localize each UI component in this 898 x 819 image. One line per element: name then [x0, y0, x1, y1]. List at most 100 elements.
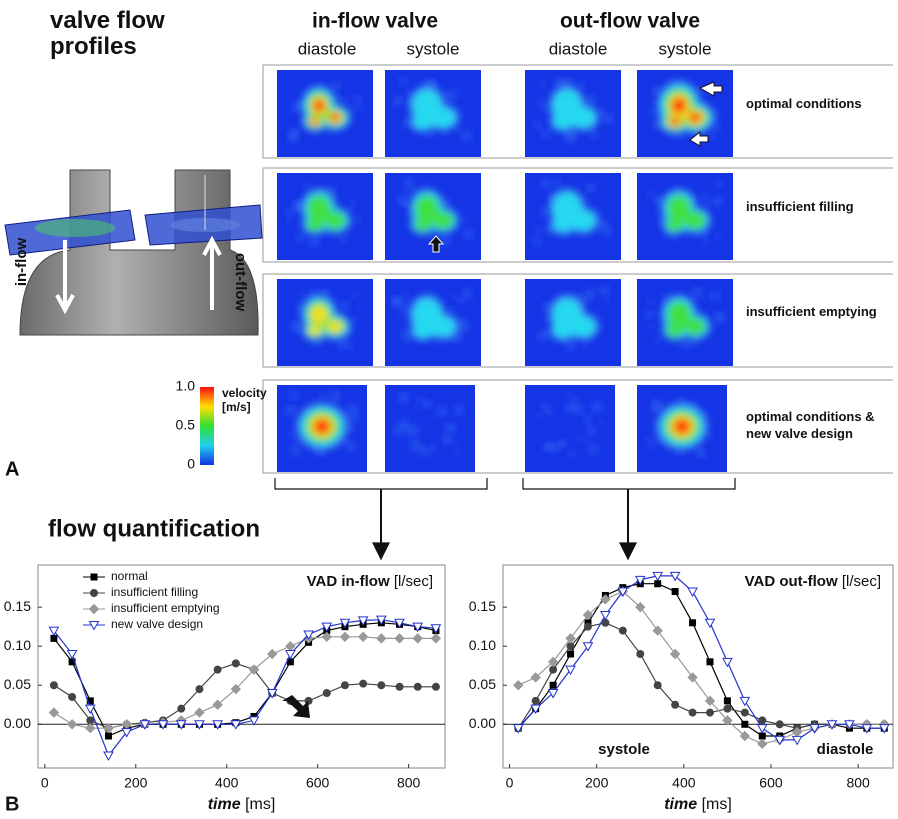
blob-layer	[310, 304, 328, 325]
blob-layer	[432, 211, 454, 230]
chart-title: VAD in-flow [l/sec]	[307, 573, 433, 590]
speckle	[429, 80, 436, 87]
legend-label: insufficient filling	[111, 585, 198, 599]
speckle	[535, 412, 541, 418]
blob-layer	[673, 418, 691, 435]
x-tick-label: 200	[585, 775, 609, 791]
blob-layer	[666, 217, 684, 232]
flow-blob	[301, 85, 351, 132]
speckle	[599, 420, 604, 425]
marker	[175, 720, 187, 730]
column-group: in-flow valve	[312, 10, 438, 33]
legend-marker	[88, 603, 100, 615]
speckle	[417, 396, 425, 404]
y-tick-label: 0.05	[469, 676, 496, 692]
blob-layer	[310, 118, 320, 125]
speckle	[285, 208, 293, 216]
marker	[531, 696, 540, 705]
speckle	[346, 343, 353, 350]
speckle	[583, 415, 591, 423]
marker	[705, 708, 714, 717]
marker	[530, 672, 541, 683]
speckle	[557, 441, 565, 449]
speckle	[290, 322, 301, 333]
y-tick-label: 0.15	[469, 598, 496, 614]
y-tick-label: 0.10	[469, 637, 496, 653]
marker	[774, 735, 786, 746]
speckle	[443, 436, 449, 443]
marker	[653, 681, 662, 690]
marker	[357, 631, 369, 643]
speckle	[648, 298, 654, 305]
marker	[66, 650, 78, 660]
speckle	[404, 178, 414, 188]
flow-blob	[656, 80, 715, 134]
speckle	[348, 207, 354, 212]
speckle	[347, 404, 358, 414]
marker	[139, 720, 151, 730]
marker	[66, 719, 78, 730]
marker	[600, 594, 611, 605]
speckle	[403, 293, 409, 299]
marker	[157, 720, 169, 730]
chart-title: VAD out-flow [l/sec]	[745, 573, 881, 590]
speckle	[590, 131, 598, 139]
marker	[567, 650, 575, 658]
marker	[741, 720, 749, 728]
marker	[634, 575, 646, 586]
speckle	[713, 124, 721, 132]
speckle	[578, 436, 583, 442]
blob-layer	[415, 195, 439, 222]
speckle	[454, 88, 459, 93]
marker	[413, 682, 422, 691]
marker	[430, 633, 442, 644]
speckle	[588, 183, 595, 191]
speckle	[299, 290, 305, 296]
row-label: insufficient emptying	[746, 304, 877, 319]
speckle	[286, 217, 292, 223]
column-group: out-flow valve	[560, 10, 700, 33]
marker	[322, 689, 331, 698]
marker	[68, 692, 77, 701]
marker	[758, 732, 766, 740]
colorbar	[200, 387, 214, 465]
speckle	[462, 131, 472, 141]
speckle	[445, 423, 456, 434]
speckle	[566, 402, 576, 412]
speckle	[415, 443, 425, 453]
column-phase: diastole	[549, 39, 608, 58]
speckle	[296, 307, 303, 314]
marker	[687, 672, 698, 683]
speckle	[605, 117, 611, 122]
marker	[248, 716, 260, 726]
blob-layer	[552, 216, 574, 233]
speckle	[445, 91, 455, 101]
model-label: out-flow	[232, 253, 249, 312]
blob-layer	[429, 106, 457, 129]
marker	[340, 681, 349, 690]
column-phase: systole	[659, 39, 712, 58]
marker	[213, 665, 222, 674]
speckle	[464, 229, 473, 239]
marker	[826, 720, 838, 730]
speckle	[454, 440, 460, 446]
speckle	[540, 81, 546, 87]
speckle	[592, 402, 602, 412]
marker	[671, 588, 679, 596]
speckle	[653, 338, 659, 345]
marker	[86, 716, 95, 725]
speckle	[393, 425, 403, 435]
speckle	[399, 394, 409, 404]
blob-layer	[552, 322, 574, 339]
blob-layer	[429, 315, 457, 338]
marker	[121, 728, 133, 738]
speckle	[566, 341, 576, 350]
marker	[430, 624, 442, 634]
speckle	[349, 105, 356, 111]
series-line	[517, 622, 885, 729]
blob-layer	[412, 322, 434, 339]
speckle	[645, 310, 654, 318]
blob-layer	[569, 315, 597, 338]
marker	[861, 724, 873, 734]
speckle	[648, 323, 654, 328]
